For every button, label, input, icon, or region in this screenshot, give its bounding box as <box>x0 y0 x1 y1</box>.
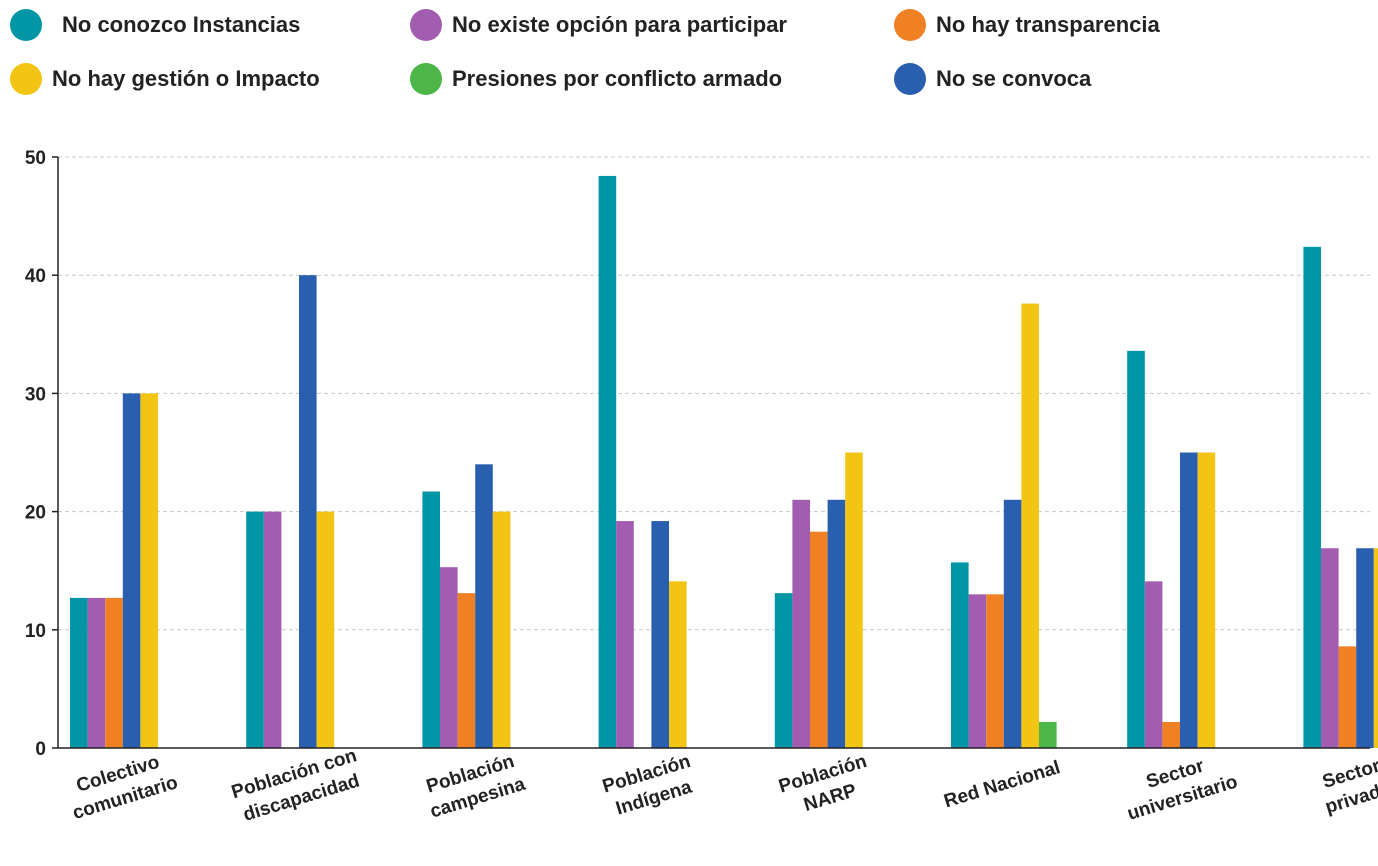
bar <box>669 581 687 748</box>
bar <box>792 499 810 748</box>
bar <box>457 593 476 748</box>
bar <box>986 594 1004 748</box>
legend-swatch <box>10 63 42 95</box>
bar <box>968 594 987 748</box>
bar <box>105 597 123 748</box>
bar <box>1356 548 1374 748</box>
bar <box>492 511 511 748</box>
x-category-label: Poblacióncampesina <box>420 750 528 823</box>
legend-swatch <box>10 9 42 41</box>
legend-swatch <box>894 9 926 41</box>
axes <box>57 157 1370 749</box>
bar <box>475 464 493 748</box>
x-category-label: Sectoruniversitario <box>1118 748 1241 825</box>
legend-label: No existe opción para participar <box>452 12 787 37</box>
bar <box>422 491 440 748</box>
bar <box>299 275 317 748</box>
bar <box>1021 303 1039 748</box>
x-category-label-line: Red Nacional <box>942 757 1063 812</box>
x-category-label: Población condiscapacidad <box>229 745 367 827</box>
bar <box>440 567 458 748</box>
bar <box>1003 499 1022 748</box>
bar <box>845 452 863 748</box>
legend-label: No se convoca <box>936 66 1092 91</box>
y-tick-label: 40 <box>25 266 46 287</box>
bar <box>827 499 846 748</box>
y-tick-labels: 0 10 20 30 40 50 <box>25 148 46 760</box>
bar <box>1039 721 1057 748</box>
legend-item-presiones-conflicto: Presiones por conflicto armado <box>410 61 782 97</box>
legend-swatch <box>410 63 442 95</box>
bar <box>1303 246 1321 748</box>
legend-label: Presiones por conflicto armado <box>452 66 783 91</box>
bar <box>140 393 158 748</box>
y-tick-label: 20 <box>25 503 46 524</box>
bar <box>1338 646 1357 748</box>
x-category-label: Sectorprivado <box>1315 754 1378 818</box>
x-category-label: PoblaciónNARP <box>776 751 876 822</box>
x-category-label: Colectivocomunitario <box>63 748 180 824</box>
category-labels: Colectivocomunitario Población condiscapa… <box>63 745 1378 827</box>
bar <box>122 393 141 748</box>
bar <box>810 531 828 748</box>
bars <box>70 175 1378 749</box>
y-tick-label: 30 <box>25 384 46 405</box>
bar <box>1197 452 1216 748</box>
legend-label: No conozco Instancias <box>62 12 301 37</box>
legend-label: No hay transparencia <box>936 12 1160 37</box>
bar <box>616 521 634 748</box>
bar <box>1162 721 1180 748</box>
legend-item-no-se-convoca: No se convoca <box>894 61 1091 97</box>
bar <box>246 511 264 748</box>
legend-swatch <box>894 63 926 95</box>
bar <box>316 511 335 748</box>
bar <box>1144 581 1163 748</box>
bar <box>87 597 106 748</box>
bar <box>598 175 617 749</box>
y-tick-label: 10 <box>25 621 46 642</box>
x-category-label: Red Nacional <box>942 757 1063 812</box>
bar <box>951 562 969 748</box>
x-category-label: PoblaciónIndígena <box>600 751 700 822</box>
y-tick-label: 0 <box>35 739 46 760</box>
bar <box>1373 548 1378 748</box>
bar <box>774 593 793 748</box>
bar <box>1321 548 1339 748</box>
y-tick-label: 50 <box>25 148 46 169</box>
legend-item-no-hay-transparencia: No hay transparencia <box>894 7 1160 43</box>
legend-swatch <box>410 9 442 41</box>
bar <box>1127 350 1145 748</box>
bar <box>1180 452 1198 748</box>
legend-item-no-existe-opcion: No existe opción para participar <box>410 7 787 43</box>
bar <box>651 521 669 748</box>
bar <box>263 511 282 748</box>
legend-item-no-conozco-instancias: No conozco Instancias <box>10 7 300 43</box>
legend-label: No hay gestión o Impacto <box>52 66 320 91</box>
legend-item-no-hay-gestion: No hay gestión o Impacto <box>10 61 320 97</box>
bar <box>70 597 88 748</box>
